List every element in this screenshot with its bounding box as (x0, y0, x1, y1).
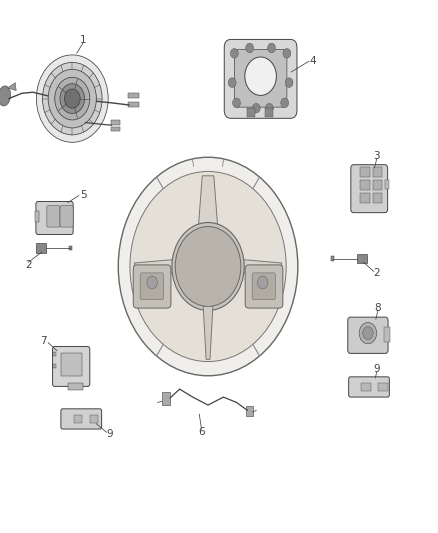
Bar (90, 415, 98, 423)
Text: 1: 1 (80, 35, 87, 45)
Circle shape (64, 89, 80, 108)
Circle shape (281, 98, 289, 108)
Circle shape (42, 62, 102, 135)
Bar (68, 383, 83, 390)
FancyBboxPatch shape (245, 265, 283, 308)
Text: 2: 2 (373, 269, 380, 278)
Bar (53, 352, 56, 356)
Bar (61, 353, 82, 376)
Circle shape (130, 172, 286, 361)
Circle shape (228, 78, 236, 87)
Bar (385, 180, 389, 189)
Circle shape (265, 103, 273, 113)
Circle shape (268, 43, 276, 53)
Circle shape (285, 78, 293, 87)
Bar (128, 102, 139, 107)
Bar (74, 415, 82, 423)
FancyBboxPatch shape (133, 265, 171, 308)
FancyBboxPatch shape (349, 377, 389, 397)
Bar (373, 167, 382, 177)
Text: 6: 6 (198, 427, 205, 437)
Text: 9: 9 (373, 365, 380, 374)
Circle shape (48, 69, 96, 128)
Circle shape (147, 276, 157, 289)
Text: 4: 4 (310, 56, 317, 66)
Circle shape (359, 322, 377, 344)
Circle shape (55, 77, 90, 120)
Bar (357, 254, 367, 263)
Bar (373, 193, 382, 203)
Bar (69, 246, 72, 250)
FancyBboxPatch shape (61, 409, 102, 429)
Bar (360, 167, 370, 177)
FancyBboxPatch shape (36, 201, 73, 235)
Circle shape (233, 98, 240, 108)
Circle shape (252, 103, 260, 113)
Text: 2: 2 (25, 260, 32, 270)
Circle shape (258, 276, 268, 289)
Circle shape (230, 49, 238, 58)
Ellipse shape (0, 86, 11, 106)
FancyBboxPatch shape (53, 346, 90, 386)
Circle shape (175, 227, 241, 306)
Bar (35, 211, 39, 222)
Text: 8: 8 (374, 303, 381, 312)
Text: 9: 9 (106, 430, 113, 439)
Bar (384, 327, 390, 342)
Bar (361, 383, 371, 391)
Bar (331, 256, 334, 261)
Polygon shape (241, 260, 282, 273)
Circle shape (36, 55, 108, 142)
Polygon shape (198, 176, 218, 227)
Bar (265, 108, 273, 117)
Circle shape (245, 57, 276, 95)
Text: 5: 5 (80, 190, 87, 199)
Circle shape (363, 327, 373, 340)
Bar (360, 193, 370, 203)
FancyBboxPatch shape (351, 165, 388, 213)
FancyBboxPatch shape (252, 273, 276, 300)
Circle shape (283, 49, 291, 58)
Bar (162, 392, 170, 405)
Text: 3: 3 (373, 151, 380, 161)
FancyBboxPatch shape (140, 273, 163, 300)
Bar (247, 108, 255, 117)
Bar (246, 406, 253, 416)
Bar (378, 383, 388, 391)
Bar (36, 243, 46, 253)
Circle shape (60, 84, 85, 114)
Bar (128, 93, 139, 98)
Bar (111, 120, 120, 125)
Bar (53, 364, 56, 368)
Circle shape (246, 43, 254, 53)
FancyBboxPatch shape (224, 39, 297, 118)
Circle shape (172, 222, 244, 310)
Text: 7: 7 (40, 336, 47, 346)
Polygon shape (7, 83, 16, 91)
FancyBboxPatch shape (348, 317, 388, 353)
Bar (111, 127, 120, 131)
FancyBboxPatch shape (47, 206, 60, 227)
FancyBboxPatch shape (234, 50, 287, 107)
FancyBboxPatch shape (60, 206, 73, 227)
Polygon shape (203, 306, 213, 359)
Bar (360, 180, 370, 190)
Polygon shape (134, 260, 175, 273)
Circle shape (118, 157, 298, 376)
Bar (373, 180, 382, 190)
